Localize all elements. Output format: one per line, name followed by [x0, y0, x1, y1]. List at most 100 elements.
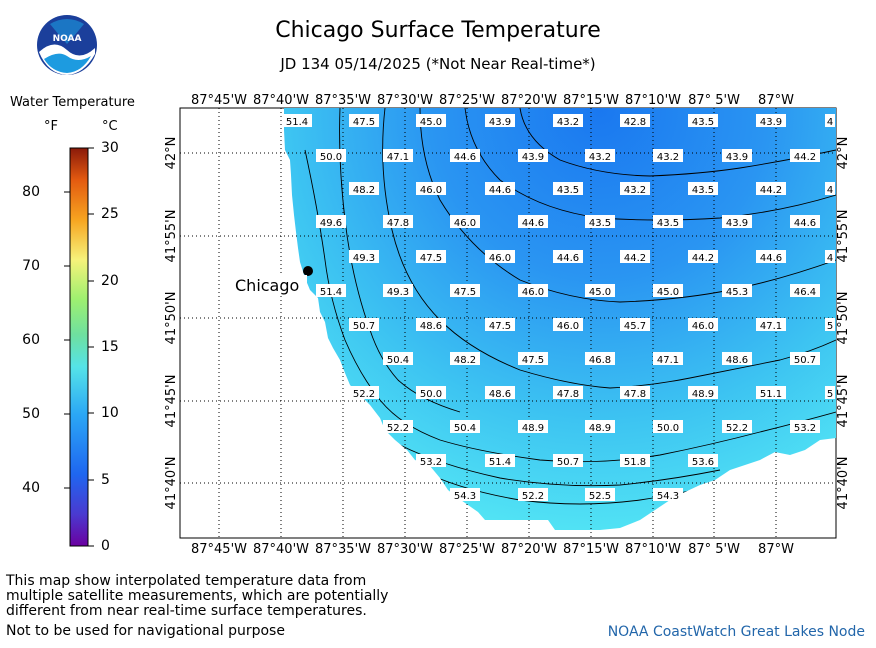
temperature-value: 50.4 [387, 355, 409, 366]
legend-c-tick: 25 [101, 206, 119, 222]
temperature-label: 49.3 [349, 250, 379, 264]
lat-label: 42°N [164, 137, 179, 170]
temperature-value: 48.6 [420, 321, 442, 332]
temperature-label: 43.2 [553, 114, 583, 128]
temperature-value: 47.8 [624, 389, 646, 400]
lat-label: 41°50'N [164, 292, 179, 345]
lat-labels-left: 42°N 41°55'N 41°50'N 41°45'N 41°40'N [164, 137, 179, 510]
disclaimer-line: multiple satellite measurements, which a… [6, 588, 389, 604]
temperature-label: 50.4 [383, 352, 413, 366]
temperature-value: 46.0 [692, 321, 714, 332]
temperature-value: 47.1 [657, 355, 679, 366]
temperature-label: 48.6 [722, 352, 752, 366]
temperature-label: 43.9 [722, 149, 752, 163]
legend-f-tick: 70 [22, 258, 40, 274]
temperature-label: 53.6 [688, 454, 718, 468]
temperature-value: 44.6 [794, 218, 816, 229]
temperature-label: 45.0 [416, 114, 446, 128]
lon-labels-bottom: 87°45'W 87°40'W 87°35'W 87°30'W 87°25'W … [191, 542, 794, 557]
temperature-value: 43.5 [557, 185, 579, 196]
legend-c-tick: 0 [101, 538, 110, 554]
temperature-label: 44.6 [485, 182, 515, 196]
temperature-label: 47.8 [383, 215, 413, 229]
temperature-value: 54.3 [657, 491, 679, 502]
temperature-label: 54.3 [653, 488, 683, 502]
temperature-value: 4 [827, 253, 833, 264]
temperature-value: 43.9 [726, 152, 748, 163]
temperature-value: 44.2 [624, 253, 646, 264]
temperature-value: 4 [827, 185, 833, 196]
temperature-value: 43.9 [522, 152, 544, 163]
lat-label: 41°50'N [836, 292, 851, 345]
temperature-value: 45.7 [624, 321, 646, 332]
temperature-label: 46.8 [585, 352, 615, 366]
disclaimer-line: different from near real-time surface te… [6, 603, 367, 619]
temperature-value: 5 [827, 321, 833, 332]
temperature-value: 53.6 [692, 457, 714, 468]
temperature-label: 44.6 [790, 215, 820, 229]
temperature-value: 47.8 [387, 218, 409, 229]
temperature-value: 5 [827, 389, 833, 400]
temperature-value: 50.0 [320, 152, 342, 163]
temperature-label: 51.4 [485, 454, 515, 468]
temperature-label: 50.7 [553, 454, 583, 468]
temperature-value: 51.4 [489, 457, 511, 468]
temperature-label: 50.7 [349, 318, 379, 332]
temperature-value: 52.2 [353, 389, 375, 400]
lat-label: 41°40'N [164, 457, 179, 510]
lon-label: 87°20'W [501, 93, 557, 108]
lon-label: 87°15'W [563, 542, 619, 557]
temperature-label: 51.4 [316, 284, 346, 298]
lon-label: 87°40'W [253, 542, 309, 557]
disclaimer-line: This map show interpolated temperature d… [6, 573, 367, 589]
temperature-label: 54.3 [450, 488, 480, 502]
legend-fahrenheit-unit: °F [44, 119, 58, 134]
temperature-label: 43.9 [485, 114, 515, 128]
temperature-value: 43.5 [692, 185, 714, 196]
temperature-value: 47.8 [557, 389, 579, 400]
temperature-value: 44.6 [557, 253, 579, 264]
temperature-value: 48.6 [726, 355, 748, 366]
temperature-value: 53.2 [420, 457, 442, 468]
temperature-labels: 51.4 47.5 45.0 43.9 43.2 42.8 43.5 43.9 4 50.0 47.… [282, 114, 835, 502]
temperature-label: 43.2 [653, 149, 683, 163]
temperature-value: 43.2 [624, 185, 646, 196]
temperature-value: 44.6 [489, 185, 511, 196]
temperature-label: 48.9 [518, 420, 548, 434]
temperature-label: 4 [825, 250, 835, 264]
temperature-value: 46.0 [454, 218, 476, 229]
temperature-label: 46.0 [518, 284, 548, 298]
temperature-label: 48.6 [416, 318, 446, 332]
legend-c-tick: 15 [101, 339, 119, 355]
temperature-value: 49.3 [387, 287, 409, 298]
temperature-label: 51.4 [282, 114, 312, 128]
temperature-label: 5 [825, 386, 835, 400]
temperature-value: 46.0 [420, 185, 442, 196]
temperature-label: 47.8 [553, 386, 583, 400]
temperature-label: 44.6 [450, 149, 480, 163]
legend-c-tick: 30 [101, 140, 119, 156]
temperature-label: 50.4 [450, 420, 480, 434]
temperature-label: 49.6 [316, 215, 346, 229]
temperature-value: 47.5 [454, 287, 476, 298]
page-title: Chicago Surface Temperature [275, 18, 601, 43]
legend-c-tick: 5 [101, 472, 110, 488]
temperature-label: 46.0 [416, 182, 446, 196]
temperature-label: 45.3 [722, 284, 752, 298]
temperature-label: 44.2 [790, 149, 820, 163]
temperature-value: 43.9 [726, 218, 748, 229]
temperature-label: 47.5 [450, 284, 480, 298]
temperature-value: 43.2 [657, 152, 679, 163]
lon-label: 87°15'W [563, 93, 619, 108]
lat-labels-right: 42°N 41°55'N 41°50'N 41°45'N 41°40'N [836, 137, 851, 510]
legend-f-tick: 50 [22, 406, 40, 422]
lon-label: 87°40'W [253, 93, 309, 108]
page-subtitle: JD 134 05/14/2025 (*Not Near Real-time*) [280, 55, 596, 73]
temperature-value: 47.5 [489, 321, 511, 332]
temperature-label: 46.0 [688, 318, 718, 332]
lon-label: 87°30'W [377, 93, 433, 108]
temperature-label: 46.0 [450, 215, 480, 229]
temperature-value: 50.0 [657, 423, 679, 434]
temperature-label: 50.0 [653, 420, 683, 434]
